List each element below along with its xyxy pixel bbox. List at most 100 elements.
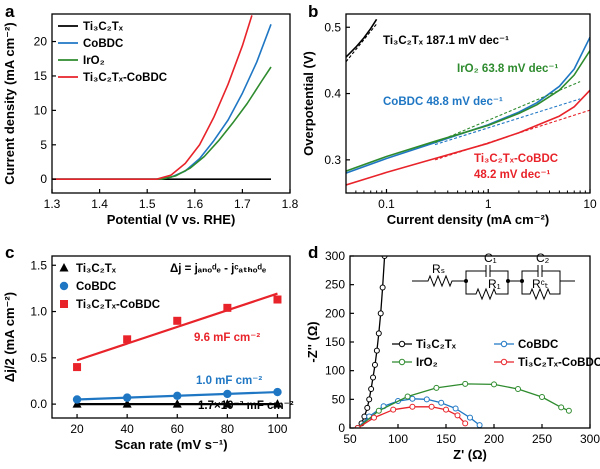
panel-letter-d: d [308, 243, 318, 262]
panel-d-series-3-point [565, 407, 572, 414]
panel-d-series-4-point [428, 403, 435, 410]
panel-d-series-1-point [371, 361, 378, 368]
panel-a-x-tick-label: 1.3 [44, 197, 61, 211]
panel-c-x-tick-label: 60 [171, 422, 185, 436]
panel-b-series-4-line [346, 89, 590, 186]
panel-b-y-axis-label: Overpotential (V) [301, 51, 316, 156]
panel-a-x-axis-label: Potential (V vs. RHE) [107, 212, 236, 227]
panel-d-legend-label: IrO₂ [416, 357, 438, 369]
panel-b-x-tick-label: 1 [485, 197, 492, 211]
panel-a-legend-label: IrO₂ [83, 55, 105, 67]
panel-d-series-1-point [379, 284, 386, 291]
panel-d-x-tick-label: 50 [343, 432, 357, 446]
panel-c-legend-label: Ti₃C₂Tₓ-CoBDC [76, 299, 160, 311]
panel-c-capacitance-label: 1.7×10⁻² mF cm⁻² [198, 400, 294, 412]
panel-d-series-1-line [357, 256, 386, 428]
panel-a-chart: 1.3 1.4 1.5 1.6 1.7 1.8 0 5 10 15 20 Potential (V v… [2, 13, 299, 227]
panel-d-series-2-point [423, 396, 430, 403]
panel-d-legend-marker [398, 358, 406, 366]
panel-d-series-1-point [361, 413, 368, 420]
panel-d-series-3-point [515, 386, 521, 393]
panel-b-slope-annotation: IrO₂ 63.8 mV dec⁻¹ [457, 63, 558, 75]
panel-c-legend-marker [59, 263, 69, 272]
panel-d-x-tick-label: 200 [484, 432, 504, 446]
panel-c-x-tick-label: 80 [221, 422, 235, 436]
panel-a-plot-frame [51, 13, 291, 194]
panel-c-capacitance-label: 1.0 mF cm⁻² [196, 375, 262, 387]
panel-c-x-tick-label: 20 [70, 422, 84, 436]
panel-c-legend-marker [59, 281, 69, 291]
panel-a-y-axis-label: Current density (mA cm⁻²) [2, 22, 17, 184]
panel-a-series-4-line [52, 15, 253, 180]
panel-d-series-1-point [373, 347, 380, 354]
panel-c-series-3-point [273, 295, 282, 304]
panel-c-x-tick-label: 100 [267, 422, 287, 436]
panel-d-circuit-rct [521, 281, 561, 301]
panel-b-fit-line-2 [434, 98, 581, 146]
panel-a-y-tick-label: 15 [34, 69, 48, 83]
panel-d-legend-label: CoBDC [518, 339, 558, 351]
panel-c-series-2-point [223, 389, 232, 399]
panel-a-y-tick-label: 20 [34, 35, 48, 49]
panel-d-series-3-point [558, 404, 565, 411]
panel-d-series-group [354, 256, 572, 428]
panel-a-series-group [52, 15, 272, 180]
panel-d-series-1-point [368, 386, 375, 393]
panel-d-series-1-point [370, 374, 377, 381]
panel-d-legend-marker [500, 358, 508, 366]
panel-d-x-tick-label: 150 [436, 432, 456, 446]
panel-c-series-2-point [72, 395, 82, 404]
panel-a-x-tick-label: 1.8 [282, 197, 299, 211]
panel-b-chart: 0.1 1 10 0.3 0.4 0.5 Current density (mA cm⁻²)… [301, 13, 597, 227]
panel-c-y-tick-label: 0.5 [30, 351, 47, 365]
panel-d-x-tick-label: 100 [388, 432, 408, 446]
panel-d-series-4-point [443, 406, 449, 413]
panel-c-series-2-point [173, 391, 182, 400]
panel-b-y-tick-label: 0.5 [324, 20, 341, 34]
panel-c-x-tick-label: 40 [120, 422, 134, 436]
panel-d-series-2-point [452, 405, 459, 412]
panel-d-series-4-point [462, 420, 469, 427]
panel-d-y-tick-label: 50 [332, 392, 346, 406]
panel-b-y-tick-label: 0.4 [324, 87, 341, 101]
panel-c-chart: 20 40 60 80 100 0.0 0.5 1.0 1.5 Scan rate (mV s⁻¹… [2, 255, 294, 452]
panel-d-legend-marker [500, 340, 508, 348]
panel-d-series-1-point [366, 396, 373, 403]
panel-d-series-3-point [433, 384, 440, 391]
panel-c-plot-frame [51, 255, 291, 419]
panel-c-legend-label: CoBDC [76, 281, 116, 293]
panel-c-legend-marker [60, 300, 68, 308]
panel-d-series-3-point [375, 407, 382, 414]
panel-c-equation: Δj = jₐₙₒᵈₑ - jᶜₐₜₕₒᵈₑ [170, 263, 267, 275]
panel-d-legend-label: Ti₃C₂Tₓ [416, 339, 457, 351]
panel-b-slope-annotation: 48.2 mV dec⁻¹ [474, 169, 551, 181]
panel-d-y-axis-label: -Z'' (Ω) [305, 321, 320, 362]
panel-d-series-3-point [404, 393, 411, 400]
panel-d-circuit-c1 [465, 265, 509, 281]
panel-d-series-1-point [375, 330, 382, 337]
panel-d-circuit-label: Rₛ [432, 262, 445, 276]
panel-b-series-group [346, 18, 590, 186]
panel-c-capacitance-label: 9.6 mF cm⁻² [194, 332, 260, 344]
panel-c-y-axis-label: Δj/2 (mA cm⁻²) [2, 292, 17, 382]
panel-b-slope-annotation: Ti₃C₂Tₓ-CoBDC [474, 153, 558, 165]
panel-c-series-1-point [272, 399, 282, 408]
panel-d-circuit-label: C₂ [536, 251, 550, 265]
panel-c-legend-label: Ti₃C₂Tₓ [76, 263, 117, 275]
panel-d-x-tick-label: 300 [580, 432, 600, 446]
panel-d-series-3-point [539, 394, 545, 401]
panel-d-y-tick-label: 0 [338, 421, 345, 435]
panel-b-plot-frame [345, 13, 591, 194]
panel-c-series-3-fit-line [76, 292, 278, 362]
panel-b-slope-annotation: Ti₃C₂Tₓ 187.1 mV dec⁻¹ [383, 35, 509, 47]
panel-b-x-tick-label: 10 [583, 197, 597, 211]
panel-d-y-tick-label: 300 [325, 249, 345, 263]
panel-c-series-3-point [173, 316, 182, 325]
panel-c-series-3-point [123, 335, 132, 344]
panel-d-series-1-point [377, 310, 384, 317]
panel-letter-b: b [308, 2, 318, 21]
panel-d-series-2-point [467, 414, 473, 421]
panel-a-legend-label: CoBDC [83, 38, 123, 50]
panel-c-y-tick-label: 0.0 [30, 397, 47, 411]
panel-d-series-4-point [454, 412, 461, 419]
